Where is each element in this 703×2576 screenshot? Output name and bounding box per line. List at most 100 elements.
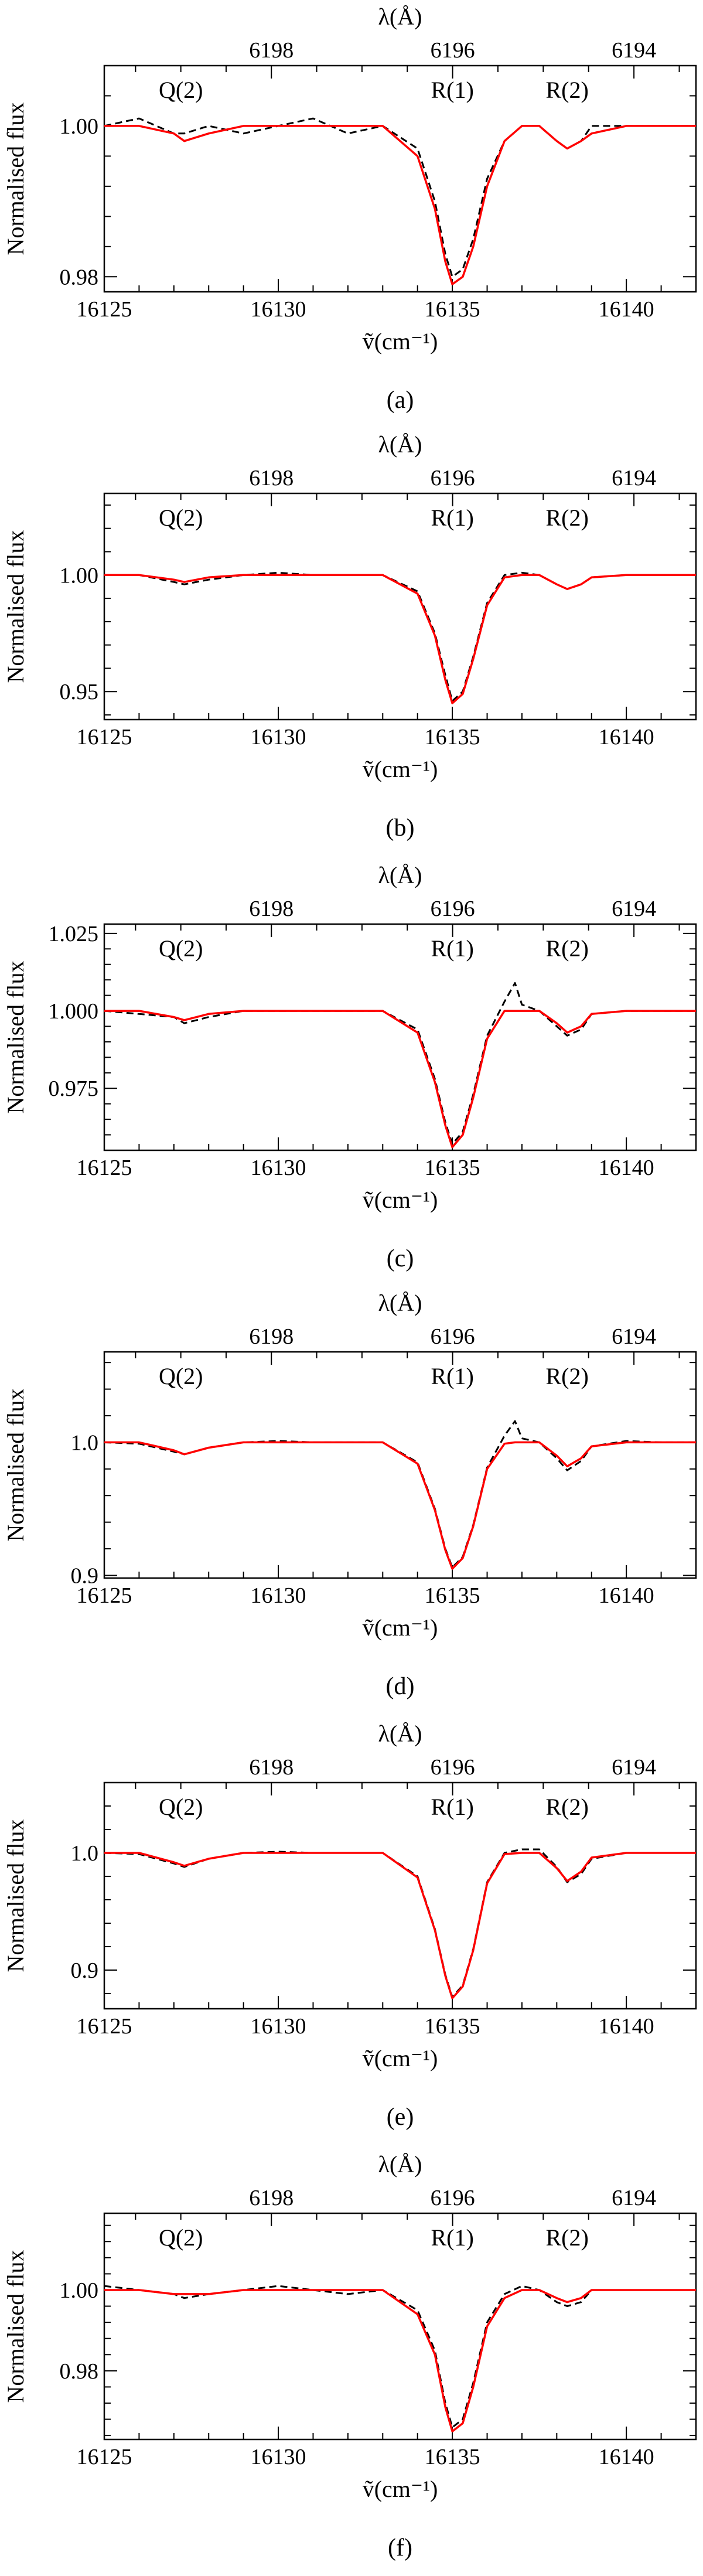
x-axis-label: ṽ(cm⁻¹) <box>363 1614 438 1641</box>
model-fit-line <box>104 1441 696 1570</box>
observed-spectrum-line <box>104 982 696 1145</box>
line-label: Q(2) <box>159 77 203 103</box>
y-axis-label: Normalised flux <box>2 1388 29 1541</box>
panel-label: (f) <box>388 2534 412 2561</box>
y-tick-label: 0.9 <box>71 1563 99 1588</box>
model-fit-line <box>104 1852 696 1999</box>
top-tick-label: 6196 <box>431 1755 475 1780</box>
top-tick-label: 6196 <box>431 1324 475 1349</box>
line-label: R(2) <box>546 505 589 531</box>
line-label: R(2) <box>546 2224 589 2251</box>
line-label: R(1) <box>431 2224 473 2251</box>
panel-6: 16125 16130 16135 16140 6198 6196 6194 λ(Å) 0.98… <box>2 2151 697 2561</box>
x-tick-label: 16135 <box>425 297 480 322</box>
top-tick-label: 6194 <box>612 466 656 490</box>
x-tick-label: 16130 <box>251 2445 306 2469</box>
line-label: R(1) <box>431 935 473 962</box>
panel-label: (b) <box>386 815 415 841</box>
model-fit-line <box>104 125 696 285</box>
top-tick-label: 6194 <box>612 1324 656 1349</box>
x-tick-label: 16130 <box>251 1156 306 1180</box>
observed-spectrum-line <box>104 1848 696 1998</box>
line-label: R(1) <box>431 505 473 531</box>
top-tick-label: 6194 <box>612 897 656 921</box>
x-tick-label: 16140 <box>599 725 654 749</box>
line-label: R(2) <box>546 1363 589 1389</box>
panel-4: 16125 16130 16135 16140 6198 6196 6194 λ(Å) 0.9 1… <box>2 1290 697 1700</box>
x-axis-label: ṽ(cm⁻¹) <box>363 1187 438 1213</box>
line-label: R(1) <box>431 77 473 103</box>
top-tick-label: 6198 <box>249 466 294 490</box>
series-group <box>104 2285 696 2432</box>
x-tick-label: 16125 <box>77 1583 132 1608</box>
series-group <box>104 117 696 285</box>
line-label: R(1) <box>431 1794 473 1820</box>
x-tick-label: 16130 <box>251 1583 306 1608</box>
plot-frame <box>103 2212 697 2441</box>
panel-3: 16125 16130 16135 16140 6198 6196 6194 λ(Å) 0.97… <box>2 862 697 1272</box>
x-tick-label: 16125 <box>77 2014 132 2039</box>
model-fit-line <box>104 574 696 704</box>
top-axis-label: λ(Å) <box>378 2151 422 2178</box>
x-axis-label: ṽ(cm⁻¹) <box>363 2476 438 2502</box>
x-axis-label: ṽ(cm⁻¹) <box>363 328 438 355</box>
top-tick-label: 6194 <box>612 1755 656 1780</box>
line-label: Q(2) <box>159 1363 203 1389</box>
top-tick-label: 6194 <box>612 2186 656 2210</box>
top-tick-label: 6196 <box>431 2186 475 2210</box>
line-label: R(2) <box>546 77 589 103</box>
x-tick-label: 16130 <box>251 2014 306 2039</box>
line-label: R(1) <box>431 1363 473 1389</box>
series-group <box>104 1848 696 1999</box>
x-tick-label: 16140 <box>599 1156 654 1180</box>
plot-frame <box>103 1781 697 2010</box>
x-axis-label: ṽ(cm⁻¹) <box>363 2045 438 2071</box>
x-tick-label: 16140 <box>599 297 654 322</box>
y-tick-label: 0.98 <box>60 265 99 289</box>
x-tick-label: 16135 <box>425 2014 480 2039</box>
observed-spectrum-line <box>104 2285 696 2428</box>
y-axis-label: Normalised flux <box>2 960 29 1113</box>
observed-spectrum-line <box>104 1420 696 1569</box>
top-tick-label: 6198 <box>249 38 294 63</box>
y-tick-label: 1.025 <box>49 922 99 946</box>
y-axis-label: Normalised flux <box>2 2250 29 2403</box>
x-tick-label: 16135 <box>425 725 480 749</box>
panel-label: (e) <box>387 2104 414 2131</box>
line-label: Q(2) <box>159 505 203 531</box>
panel-2: 16125 16130 16135 16140 6198 6196 6194 λ(Å) 0.95… <box>2 431 697 841</box>
plot-frame <box>103 923 697 1151</box>
top-tick-label: 6198 <box>249 2186 294 2210</box>
y-tick-label: 1.0 <box>71 1430 99 1455</box>
x-tick-label: 16125 <box>77 1156 132 1180</box>
x-tick-label: 16130 <box>251 297 306 322</box>
top-tick-label: 6196 <box>431 897 475 921</box>
y-axis-label: Normalised flux <box>2 530 29 683</box>
y-tick-label: 1.000 <box>49 999 99 1024</box>
top-axis-label: λ(Å) <box>378 1290 422 1316</box>
plot-frame <box>103 492 697 721</box>
x-tick-label: 16135 <box>425 2445 480 2469</box>
top-tick-label: 6196 <box>431 466 475 490</box>
x-tick-label: 16140 <box>599 2445 654 2469</box>
top-axis-label: λ(Å) <box>378 431 422 458</box>
x-tick-label: 16125 <box>77 297 132 322</box>
top-tick-label: 6198 <box>249 897 294 921</box>
panel-label: (d) <box>386 1673 415 1700</box>
y-tick-label: 1.00 <box>60 2278 99 2303</box>
line-label: Q(2) <box>159 1794 203 1820</box>
top-tick-label: 6198 <box>249 1755 294 1780</box>
y-tick-label: 0.98 <box>60 2359 99 2384</box>
y-tick-label: 0.95 <box>60 680 99 704</box>
x-tick-label: 16125 <box>77 2445 132 2469</box>
y-axis-label: Normalised flux <box>2 102 29 255</box>
top-axis-label: λ(Å) <box>378 862 422 888</box>
top-tick-label: 6194 <box>612 38 656 63</box>
line-label: Q(2) <box>159 2224 203 2251</box>
y-tick-label: 1.00 <box>60 114 99 139</box>
y-tick-label: 0.975 <box>49 1076 99 1101</box>
top-tick-label: 6198 <box>249 1324 294 1349</box>
x-tick-label: 16130 <box>251 725 306 749</box>
series-group <box>104 1420 696 1570</box>
